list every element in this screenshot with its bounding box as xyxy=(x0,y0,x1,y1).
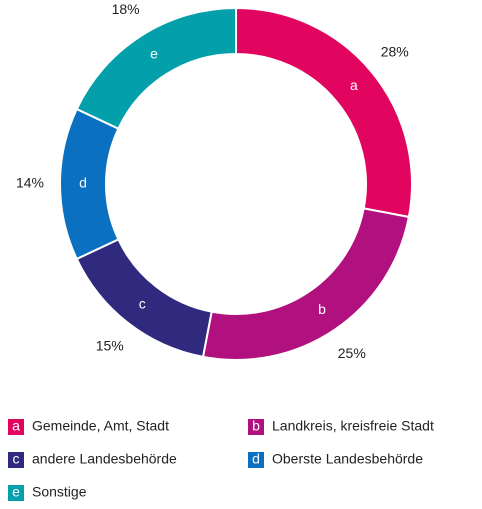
legend-label: Landkreis, kreisfreie Stadt xyxy=(272,418,434,434)
legend-swatch xyxy=(8,419,24,435)
legend-key: b xyxy=(252,418,260,434)
donut-slice xyxy=(201,207,411,361)
legend-item: b Landkreis, kreisfreie Stadt xyxy=(248,418,434,435)
legend-key: a xyxy=(12,418,20,434)
legend-item: d Oberste Landesbehörde xyxy=(248,451,423,468)
legend-item: a Gemeinde, Amt, Stadt xyxy=(8,418,169,435)
value-label: 25% xyxy=(338,345,366,361)
value-label: 28% xyxy=(381,43,409,59)
donut-slice xyxy=(235,6,413,219)
legend-label: Gemeinde, Amt, Stadt xyxy=(32,418,169,434)
legend-label: Oberste Landesbehörde xyxy=(272,451,423,467)
slice-key: d xyxy=(79,175,87,191)
legend-swatch xyxy=(248,419,264,435)
legend-item: c andere Landesbehörde xyxy=(8,451,177,468)
slice-key: a xyxy=(350,77,358,93)
slice-key: e xyxy=(150,46,158,62)
legend-swatch xyxy=(8,485,24,501)
legend-key: c xyxy=(13,451,20,467)
value-label: 14% xyxy=(16,175,44,191)
legend-key: e xyxy=(12,484,20,500)
legend-swatch xyxy=(8,452,24,468)
legend-swatch xyxy=(248,452,264,468)
legend-label: Sonstige xyxy=(32,484,87,500)
donut-slice xyxy=(75,6,237,130)
legend-key: d xyxy=(252,451,260,467)
legend-item: e Sonstige xyxy=(8,484,87,501)
value-label: 18% xyxy=(112,1,140,17)
legend-label: andere Landesbehörde xyxy=(32,451,177,467)
slice-key: b xyxy=(318,301,326,317)
donut-slice xyxy=(59,107,120,261)
value-label: 15% xyxy=(96,337,124,353)
slice-key: c xyxy=(139,296,146,312)
